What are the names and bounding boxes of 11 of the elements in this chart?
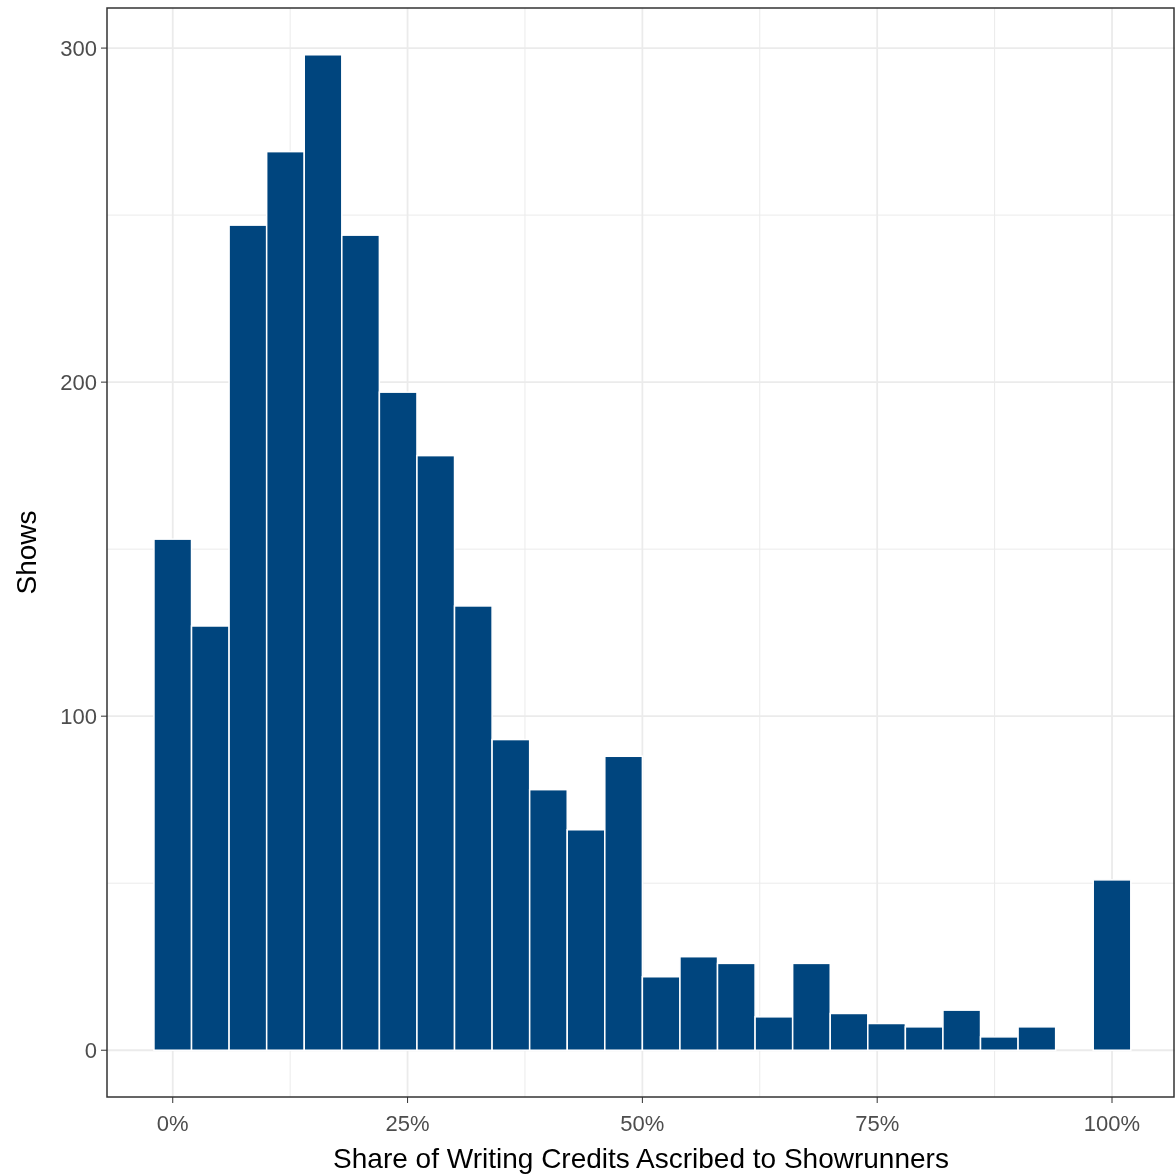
x-tick-label: 75% [855,1111,900,1136]
x-tick-label: 0% [156,1111,189,1136]
y-axis-title: Shows [11,510,42,595]
x-tick-label: 50% [620,1111,665,1136]
y-tick-label: 0 [84,1038,97,1064]
y-tick-label: 100 [60,704,97,730]
x-tick-label: 25% [385,1111,430,1136]
x-axis-title: Share of Writing Credits Ascribed to Showrunners [333,1143,949,1174]
y-tick-label: 200 [60,370,97,396]
y-tick-label: 300 [60,36,97,62]
x-tick-label: 100% [1083,1111,1141,1136]
